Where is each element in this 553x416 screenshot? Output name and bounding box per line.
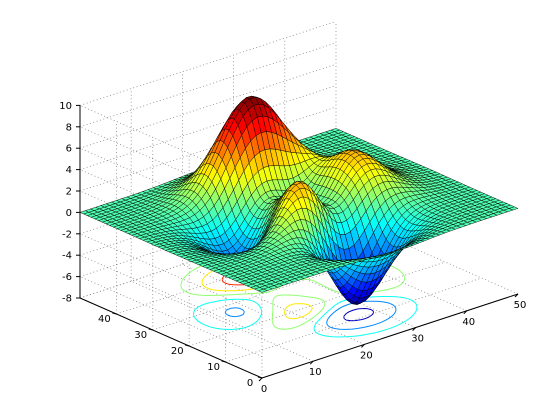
x-tick-label: 10 bbox=[309, 367, 322, 378]
x-tick-mark bbox=[412, 327, 416, 331]
floor-grid-line bbox=[131, 280, 314, 362]
z-tick-label: 8 bbox=[66, 122, 72, 133]
y-tick-label: 40 bbox=[98, 314, 111, 325]
contour-line bbox=[193, 296, 418, 338]
z-axis-ticks: -8 -6 -4 -2 0 2 4 6 8 10 bbox=[59, 101, 80, 305]
y-tick-mark bbox=[148, 328, 153, 331]
x-axis-ticks: 0 10 20 30 40 50 bbox=[258, 293, 527, 395]
wall-grid-line bbox=[79, 106, 337, 192]
x-tick-label: 30 bbox=[411, 334, 424, 345]
x-tick-mark bbox=[309, 360, 314, 365]
floor-grid-line bbox=[225, 277, 482, 363]
z-tick-label: 2 bbox=[66, 187, 72, 198]
axes-front-edges bbox=[79, 105, 519, 379]
y-tick-mark bbox=[257, 376, 263, 379]
z-tick-label: 10 bbox=[59, 101, 72, 112]
z-tick-label: -8 bbox=[62, 294, 72, 305]
y-tick-label: 30 bbox=[134, 330, 147, 341]
x-tick-label: 40 bbox=[462, 317, 475, 328]
y-axis-ticks: 0 10 20 30 40 bbox=[98, 312, 263, 389]
x-tick-mark bbox=[463, 310, 468, 315]
x-tick-mark bbox=[361, 344, 365, 348]
floor-grid-line bbox=[189, 261, 446, 347]
z-tick-label: 4 bbox=[66, 165, 72, 176]
y-tick-mark bbox=[112, 312, 117, 315]
x-axis-line bbox=[261, 293, 519, 379]
y-tick-mark bbox=[185, 344, 190, 347]
y-tick-mark bbox=[221, 360, 226, 363]
z-tick-label: 0 bbox=[66, 208, 72, 219]
x-tick-mark bbox=[258, 377, 263, 382]
wall-grid-line bbox=[79, 63, 337, 149]
y-axis-line bbox=[79, 297, 263, 379]
z-tick-label: -6 bbox=[62, 272, 72, 283]
contour-line bbox=[343, 308, 374, 322]
y-tick-label: 20 bbox=[171, 346, 184, 357]
x-tick-label: 0 bbox=[261, 384, 267, 395]
surface-mesh bbox=[79, 95, 519, 305]
x-tick-label: 20 bbox=[360, 350, 373, 361]
x-tick-mark bbox=[514, 293, 519, 298]
surface-patch bbox=[257, 288, 268, 293]
z-tick-label: -2 bbox=[62, 229, 72, 240]
y-tick-label: 10 bbox=[207, 362, 220, 373]
z-tick-label: -4 bbox=[62, 251, 72, 262]
wall-grid-line bbox=[79, 21, 337, 106]
wall-grid-line bbox=[79, 42, 337, 128]
y-tick-label: 0 bbox=[247, 378, 253, 389]
x-tick-label: 50 bbox=[514, 300, 527, 311]
z-tick-label: 6 bbox=[66, 144, 72, 155]
wall-grid-line bbox=[79, 85, 337, 170]
